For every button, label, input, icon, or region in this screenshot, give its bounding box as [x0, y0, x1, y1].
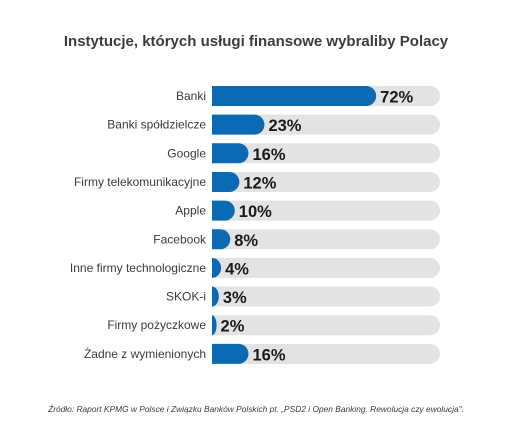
- category-label: Google: [167, 146, 206, 160]
- value-label: 2%: [221, 318, 245, 336]
- value-label: 23%: [268, 117, 301, 135]
- bar: [212, 343, 249, 364]
- bar: [212, 257, 222, 278]
- value-label: 16%: [252, 146, 285, 164]
- category-label: Banki spółdzielcze: [107, 118, 206, 132]
- bar-track: [212, 171, 440, 192]
- value-label: 4%: [225, 260, 249, 278]
- bar-track: [212, 257, 440, 278]
- category-label: Firmy pożyczkowe: [107, 318, 206, 332]
- value-label: 72%: [380, 89, 413, 107]
- chart-title: Instytucje, których usługi finansowe wyb…: [63, 33, 449, 50]
- bar-track: [212, 114, 440, 135]
- bar: [212, 315, 217, 336]
- category-label: Inne firmy technologiczne: [70, 261, 206, 275]
- category-label: SKOK-i: [166, 290, 206, 304]
- category-label: Żadne z wymienionych: [84, 347, 206, 361]
- bar-track: [212, 315, 440, 336]
- category-label: Banki: [176, 89, 206, 103]
- value-label: 8%: [234, 232, 258, 250]
- bar-track: [212, 143, 440, 164]
- bar-track: [212, 343, 440, 364]
- value-label: 3%: [223, 289, 247, 307]
- bar: [212, 114, 265, 135]
- bar: [212, 171, 240, 192]
- source-note: Źródło: Raport KPMG w Polsce i Związku B…: [48, 404, 464, 414]
- value-label: 16%: [252, 346, 285, 364]
- value-label: 10%: [239, 203, 272, 221]
- bar: [212, 229, 231, 250]
- bar-track: [212, 200, 440, 221]
- category-label: Facebook: [153, 232, 207, 246]
- bar: [212, 200, 235, 221]
- bar: [212, 86, 377, 106]
- bar-track: [212, 229, 440, 250]
- category-label: Firmy telekomunikacyjne: [74, 175, 206, 189]
- value-label: 12%: [243, 174, 276, 192]
- bar: [212, 286, 219, 307]
- bar: [212, 143, 249, 164]
- category-label: Apple: [175, 204, 206, 218]
- bar-track: [212, 286, 440, 307]
